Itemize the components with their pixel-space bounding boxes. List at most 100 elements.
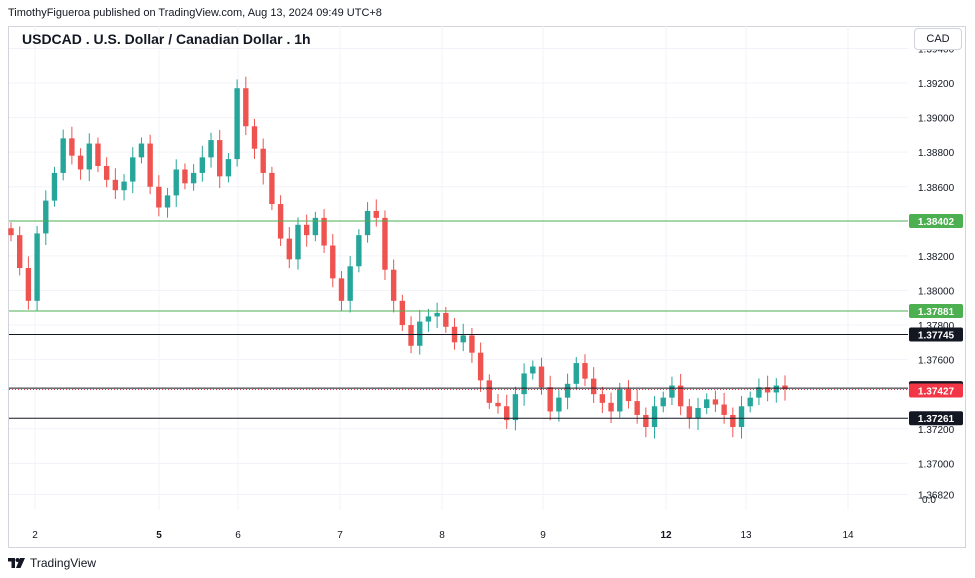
candle-body bbox=[260, 148, 266, 173]
y-tick-label: 1.39000 bbox=[918, 114, 955, 125]
candle-body bbox=[60, 138, 66, 173]
y-tick-label: 1.38000 bbox=[918, 286, 955, 297]
candle-body bbox=[730, 414, 736, 428]
currency-button[interactable]: CAD bbox=[914, 28, 962, 50]
candle-body bbox=[330, 245, 336, 279]
tradingview-brand[interactable]: TradingView bbox=[8, 556, 96, 570]
last-price-label: 1.37427 bbox=[918, 387, 955, 398]
candle-body bbox=[538, 366, 545, 388]
candle-body bbox=[399, 300, 406, 326]
level-tag-resistance-2 bbox=[909, 304, 963, 319]
candle-body bbox=[564, 383, 571, 398]
publish-info: TimothyFigueroa published on TradingView… bbox=[8, 7, 382, 19]
tradingview-logo-icon bbox=[8, 558, 25, 568]
level-tag-label: 1.37261 bbox=[918, 414, 955, 425]
y-tick-label: 1.37600 bbox=[918, 356, 955, 367]
candle-body bbox=[86, 143, 92, 170]
candle-body bbox=[130, 157, 136, 182]
candle-body bbox=[156, 186, 162, 208]
candle-body bbox=[69, 138, 75, 156]
candle-body bbox=[34, 233, 40, 301]
candle-body bbox=[25, 268, 32, 301]
x-tick-label: 14 bbox=[842, 530, 854, 541]
level-tag-support-1 bbox=[909, 411, 963, 426]
candle-body bbox=[443, 312, 449, 327]
candle-body bbox=[312, 217, 319, 236]
candle-body bbox=[460, 335, 466, 343]
x-tick-label: 7 bbox=[337, 530, 343, 541]
candle-body bbox=[721, 404, 727, 415]
candle-body bbox=[573, 363, 579, 384]
candle-body bbox=[660, 397, 666, 407]
candle-body bbox=[547, 387, 553, 412]
y-tick-label: 1.37000 bbox=[918, 459, 955, 470]
y-tick-label: 1.36820 bbox=[918, 490, 955, 501]
candle-body bbox=[756, 387, 762, 398]
candle-body bbox=[286, 238, 292, 260]
candle-body bbox=[17, 235, 23, 268]
level-tag-level-3 bbox=[909, 327, 963, 342]
candle-body bbox=[103, 166, 110, 180]
candle-body bbox=[225, 159, 232, 177]
candle-body bbox=[434, 312, 440, 317]
candle-body bbox=[303, 224, 310, 236]
candle-body bbox=[356, 235, 362, 267]
candle-body bbox=[704, 399, 710, 409]
candle-body bbox=[695, 408, 701, 419]
candle-body bbox=[199, 157, 206, 173]
candle-body bbox=[617, 389, 623, 412]
candle-body bbox=[95, 143, 101, 167]
candle-body bbox=[495, 402, 501, 407]
candle-body bbox=[669, 385, 675, 398]
candle-body bbox=[582, 363, 588, 379]
candle-body bbox=[782, 385, 788, 389]
candle-body bbox=[686, 406, 693, 419]
candle-body bbox=[556, 397, 562, 412]
candle-body bbox=[251, 126, 258, 149]
candle-body bbox=[147, 143, 153, 187]
candle-body bbox=[521, 373, 527, 395]
candle-body bbox=[477, 352, 484, 381]
candle-body bbox=[764, 387, 771, 393]
candle-body bbox=[243, 88, 249, 127]
candle-body bbox=[217, 140, 223, 177]
candle-body bbox=[599, 394, 606, 403]
candle-body bbox=[712, 399, 719, 405]
chart-title: USDCAD . U.S. Dollar / Canadian Dollar .… bbox=[22, 31, 311, 47]
candle-body bbox=[269, 172, 275, 205]
y-tick-label: 1.38800 bbox=[918, 148, 955, 159]
level-tag-label: 1.37745 bbox=[918, 331, 955, 342]
candle-body bbox=[373, 210, 379, 218]
level-tag-label: 1.38402 bbox=[918, 217, 955, 228]
candle-body bbox=[138, 143, 145, 158]
candle-body bbox=[121, 181, 127, 191]
candle-body bbox=[417, 321, 423, 346]
x-tick-label: 8 bbox=[439, 530, 445, 541]
y-tick-label: 1.39200 bbox=[918, 79, 955, 90]
candle-body bbox=[773, 385, 779, 393]
y-tick-label: 1.37200 bbox=[918, 425, 955, 436]
candle-body bbox=[634, 401, 640, 415]
x-tick-label: 5 bbox=[156, 530, 162, 541]
last-price-tag bbox=[909, 383, 963, 398]
candle-body bbox=[590, 378, 597, 395]
candle-body bbox=[338, 278, 345, 301]
candle-body bbox=[425, 316, 432, 322]
candle-body bbox=[486, 380, 493, 403]
candle-body bbox=[173, 169, 179, 196]
brand-name: TradingView bbox=[30, 556, 97, 570]
x-tick-label: 12 bbox=[660, 530, 672, 541]
candle-body bbox=[651, 406, 658, 428]
candle-body bbox=[738, 406, 745, 428]
candle-body bbox=[295, 224, 301, 260]
candle-body bbox=[408, 325, 414, 346]
y-tick-label: 1.38600 bbox=[918, 183, 955, 194]
candle-body bbox=[677, 385, 684, 407]
candle-body bbox=[190, 172, 197, 184]
candle-body bbox=[643, 414, 649, 428]
candle-body bbox=[43, 200, 49, 234]
candle-body bbox=[182, 169, 188, 184]
candle-body bbox=[208, 140, 214, 158]
y-tick-label: 1.38200 bbox=[918, 252, 955, 263]
